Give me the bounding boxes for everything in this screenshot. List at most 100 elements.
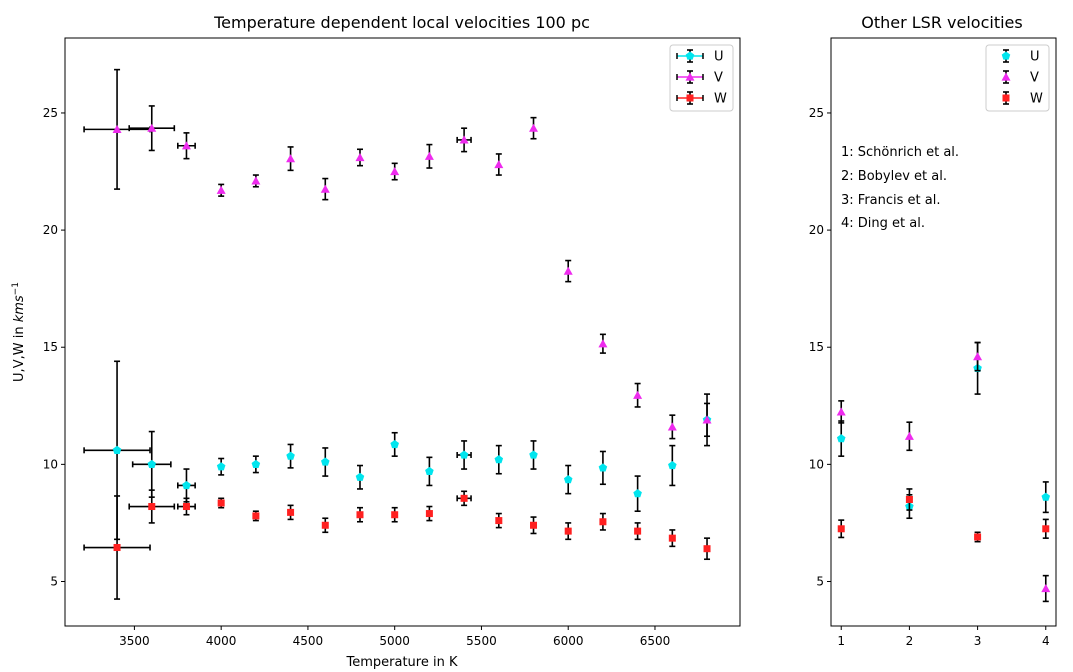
data-point-v	[424, 151, 434, 160]
data-point-v	[147, 123, 157, 132]
right-plot-frame	[830, 37, 1057, 627]
left-chart-title: Temperature dependent local velocities 1…	[213, 13, 590, 32]
data-point-u	[836, 434, 846, 443]
data-point-w	[217, 499, 225, 507]
data-point-v	[286, 154, 296, 163]
right-x-tick-label: 3	[974, 634, 982, 648]
data-point-v	[459, 135, 469, 144]
data-point-v	[216, 185, 226, 194]
annotation-1: 1: Schönrich et al.	[841, 145, 959, 160]
right-y-tick-label: 20	[809, 223, 824, 237]
annotation-2: 2: Bobylev et al.	[841, 169, 947, 184]
left-y-tick-label: 15	[43, 340, 58, 354]
data-point-v	[355, 152, 365, 162]
right-series-w	[837, 488, 1050, 543]
left-y-tick-label: 10	[43, 457, 58, 471]
right-series-v	[836, 341, 1051, 603]
data-point-w	[356, 511, 364, 519]
data-point-v	[181, 141, 191, 150]
data-point-w	[668, 534, 676, 542]
data-point-w	[113, 544, 121, 552]
legend-marker-w	[686, 94, 694, 102]
right-chart-title: Other LSR velocities	[861, 13, 1022, 32]
legend-label-v: V	[1030, 71, 1039, 86]
legend-label-w: W	[714, 92, 727, 107]
legend-marker-v	[685, 72, 695, 81]
left-x-axis-label: Temperature in K	[346, 655, 458, 670]
data-point-w	[287, 508, 295, 516]
left-x-tick-label: 4500	[293, 634, 324, 648]
data-point-u	[459, 450, 469, 459]
data-point-u	[112, 445, 122, 454]
data-point-u	[251, 459, 261, 468]
right-y-tick-label: 5	[816, 574, 824, 588]
data-point-w	[425, 510, 433, 518]
data-point-v	[1041, 584, 1051, 593]
data-point-v	[633, 390, 643, 399]
left-series-w	[83, 489, 711, 600]
data-point-w	[182, 503, 190, 511]
right-legend: UVW	[985, 44, 1050, 112]
data-point-w	[252, 512, 260, 520]
left-y-tick-label: 20	[43, 223, 58, 237]
legend-label-u: U	[1030, 50, 1040, 65]
data-point-u	[494, 455, 504, 464]
data-point-v	[904, 431, 914, 440]
data-point-u	[425, 466, 434, 476]
data-point-v	[836, 407, 846, 416]
data-point-u	[321, 457, 330, 466]
data-point-v	[667, 422, 677, 431]
data-point-v	[563, 266, 573, 275]
data-point-u	[390, 439, 399, 449]
data-point-u	[216, 462, 226, 471]
right-panel: Other LSR velocities 1 2 3 4 5 10 15 20 25 1: Sc…	[809, 13, 1057, 648]
legend-label-v: V	[714, 71, 723, 86]
data-point-u	[633, 489, 642, 498]
data-point-v	[598, 339, 608, 348]
y-label-unit: kms	[12, 295, 27, 322]
data-point-u	[182, 480, 191, 490]
left-plot-data	[83, 68, 712, 600]
left-y-tick-label: 5	[50, 574, 58, 588]
data-point-v	[494, 160, 504, 169]
data-point-v	[702, 415, 712, 424]
data-point-w	[391, 511, 399, 519]
data-point-w	[1042, 525, 1050, 533]
right-legend-box	[985, 44, 1050, 112]
annotation-4: 4: Ding et al.	[841, 216, 925, 231]
data-point-u	[1041, 492, 1051, 501]
data-point-v	[320, 184, 330, 193]
data-point-w	[634, 527, 642, 535]
left-x-tick-label: 5000	[379, 634, 410, 648]
data-point-w	[974, 533, 982, 541]
left-axis-ticks: 3500 4000 4500 5000 5500 6000 6500 5 10 15 20 25	[43, 106, 671, 648]
left-y-tick-label: 25	[43, 106, 58, 120]
data-point-w	[530, 521, 538, 529]
data-point-u	[147, 459, 157, 468]
right-plot-data	[836, 341, 1051, 603]
annotation-3: 3: Francis et al.	[841, 193, 940, 208]
data-point-w	[837, 525, 845, 533]
left-x-tick-label: 3500	[119, 634, 150, 648]
right-y-tick-label: 10	[809, 457, 824, 471]
data-point-u	[355, 472, 365, 481]
legend-marker-w	[1002, 94, 1010, 102]
left-legend-box	[669, 44, 734, 112]
legend-marker-u	[1001, 51, 1011, 60]
left-plot-frame	[64, 37, 741, 627]
data-point-w	[460, 494, 468, 502]
left-x-tick-label: 6000	[553, 634, 584, 648]
data-point-u	[598, 463, 608, 472]
left-x-tick-label: 5500	[466, 634, 497, 648]
y-label-exponent: −1	[11, 282, 21, 295]
y-label-prefix: U,V,W in	[12, 322, 27, 382]
right-annotations: 1: Schönrich et al. 2: Bobylev et al. 3:…	[841, 145, 959, 231]
data-point-u	[563, 475, 573, 484]
data-point-w	[321, 521, 329, 529]
data-point-w	[703, 545, 711, 553]
right-x-tick-label: 4	[1042, 634, 1050, 648]
data-point-u	[286, 451, 295, 460]
left-x-tick-label: 4000	[206, 634, 237, 648]
